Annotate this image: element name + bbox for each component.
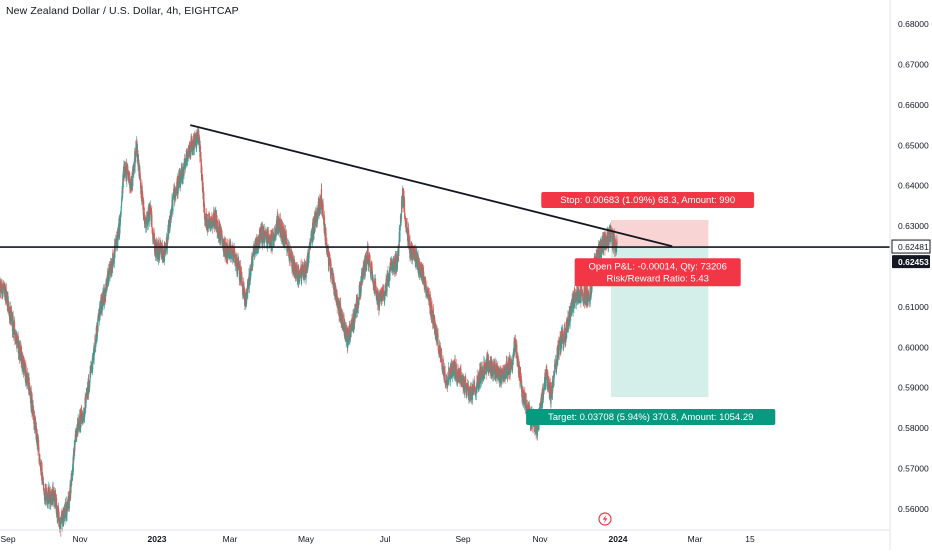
y-tick-label: 0.67000 [898,59,929,69]
y-tick-label: 0.64000 [898,181,929,191]
level-price-label: 0.62481 [892,240,930,253]
y-tick-label: 0.66000 [898,100,929,110]
x-tick-label: Sep [0,534,15,544]
x-tick-label: Mar [688,534,703,544]
x-tick-label: 2023 [148,534,167,544]
y-tick-label: 0.68000 [898,19,929,29]
candles [0,127,618,537]
drawing-lines[interactable] [0,125,890,247]
x-tick-label: 2024 [609,534,628,544]
target-label-text: Target: 0.03708 (5.94%) 370.8, Amount: 1… [548,412,753,423]
x-tick-label: May [298,534,315,544]
event-marker[interactable] [599,513,611,525]
x-tick-label: Mar [223,534,238,544]
x-tick-label: Jul [380,534,391,544]
chart-title: New Zealand Dollar / U.S. Dollar, 4h, EI… [6,5,239,17]
y-tick-label: 0.56000 [898,504,929,514]
y-tick-label: 0.65000 [898,140,929,150]
y-tick-label: 0.57000 [898,463,929,473]
stop-label-text: Stop: 0.00683 (1.09%) 68.3, Amount: 990 [560,195,735,206]
lightning-icon[interactable] [599,513,611,525]
y-tick-label: 0.61000 [898,302,929,312]
y-tick-label: 0.58000 [898,423,929,433]
stop-label: Stop: 0.00683 (1.09%) 68.3, Amount: 990 [541,192,754,208]
candle [444,366,445,373]
target-label: Target: 0.03708 (5.94%) 370.8, Amount: 1… [526,409,775,425]
price-axis[interactable]: 0.68000 0.67000 0.66000 0.65000 0.64000 0.630… [890,0,932,550]
x-tick-label: Sep [455,534,470,544]
x-tick-label: Nov [72,534,88,544]
y-tick-label: 0.59000 [898,383,929,393]
y-tick-label: 0.60000 [898,342,929,352]
x-tick-label: 15 [745,534,755,544]
time-axis[interactable]: Sep Nov 2023 Mar May Jul Sep Nov 2024 Mar 15 [0,530,890,544]
current-price-text: 0.62453 [898,257,929,267]
y-tick-label: 0.63000 [898,221,929,231]
pnl-label-text: Open P&L: -0.00014, Qty: 73206 [589,261,727,272]
pnl-label-text: Risk/Reward Ratio: 5.43 [606,273,708,284]
pnl-label: Open P&L: -0.00014, Qty: 73206Risk/Rewar… [575,258,741,286]
x-tick-label: Nov [532,534,548,544]
current-price-badge: 0.62453 [892,255,930,268]
